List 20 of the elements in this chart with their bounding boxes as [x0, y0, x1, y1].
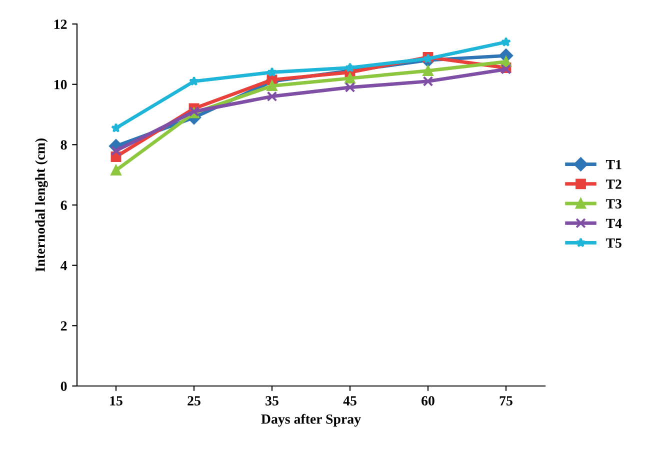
- y-tick-label: 6: [60, 200, 67, 210]
- x-tick-label: 45: [343, 396, 356, 406]
- y-tick-label: 8: [60, 140, 67, 150]
- x-axis-title: Days after Spray: [261, 414, 361, 427]
- x-tick-label: 75: [500, 396, 512, 406]
- x-tick-label: 60: [422, 396, 434, 406]
- legend-label: T5: [606, 238, 622, 248]
- y-tick-label: 10: [54, 80, 67, 90]
- y-tick-label: 4: [60, 261, 68, 270]
- legend-label: T1: [606, 160, 622, 170]
- legend-label: T2: [606, 180, 622, 189]
- x-tick-label: 25: [188, 396, 200, 406]
- y-axis-title: Internodal lenght (cm): [35, 138, 48, 272]
- legend-label: T3: [606, 199, 622, 209]
- y-tick-label: 2: [60, 321, 67, 330]
- x-tick-label: 15: [110, 396, 122, 406]
- legend-label: T4: [606, 218, 622, 228]
- y-tick-label: 12: [54, 20, 67, 29]
- x-tick-label: 35: [266, 396, 278, 406]
- y-tick-label: 0: [60, 382, 67, 391]
